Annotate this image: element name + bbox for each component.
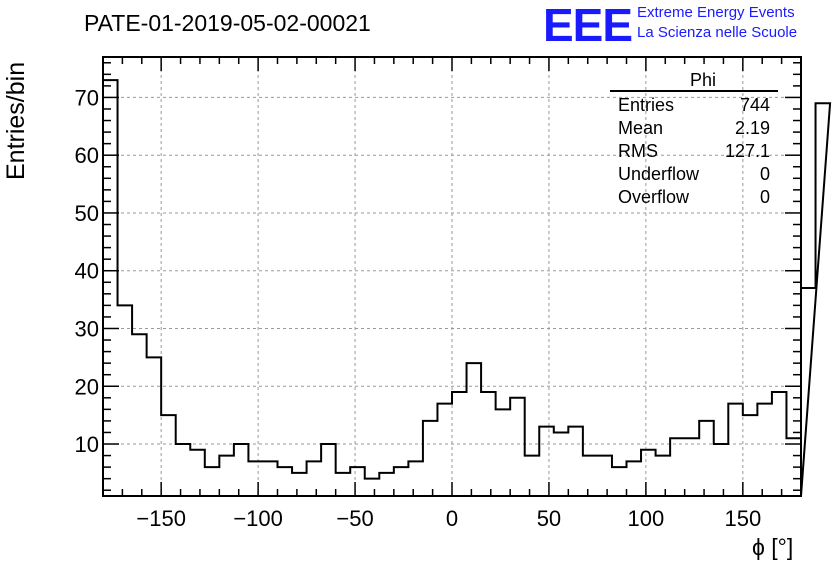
histogram-bin (234, 444, 249, 496)
histogram-bin (219, 456, 234, 496)
stats-label: Overflow (618, 187, 690, 207)
histogram-bin (379, 473, 394, 496)
histogram-bin (612, 467, 627, 496)
stats-row: Entries 744 (610, 94, 778, 117)
histogram-bin (278, 467, 293, 496)
y-tick-label: 30 (75, 316, 99, 341)
stats-value: 2.19 (734, 118, 770, 138)
histogram-bin (336, 473, 351, 496)
histogram-bin (699, 421, 714, 496)
histogram-bin (496, 409, 511, 496)
eee-logo: EEE (543, 0, 633, 51)
x-tick-label: −50 (336, 506, 373, 531)
y-tick-label: 50 (75, 201, 99, 226)
histogram-bin (583, 456, 598, 496)
histogram-bin (627, 461, 642, 496)
histogram-bin (103, 80, 118, 496)
x-axis-label: ϕ [°] (752, 534, 794, 560)
histogram-bin (568, 427, 583, 496)
histogram-bin (408, 461, 423, 496)
histogram-line (102, 79, 832, 497)
histogram-bin (350, 467, 365, 496)
stats-value: 127.1 (724, 141, 770, 161)
y-axis-label: Entries/bin (2, 61, 30, 180)
stats-title: Phi (689, 70, 716, 90)
y-tick-label: 20 (75, 374, 99, 399)
histogram-bin (437, 404, 452, 496)
stats-label: Mean (618, 118, 664, 138)
histogram-bin (132, 334, 147, 496)
stats-row: Overflow 0 (610, 186, 778, 209)
stats-value: 0 (759, 164, 770, 184)
stats-rows: Entries 744 Mean 2.19 RMS 127.1 Underflow 0 Over… (610, 94, 778, 209)
histogram-bin (525, 456, 540, 496)
y-tick-label: 70 (75, 85, 99, 110)
y-tick-label: 40 (75, 259, 99, 284)
x-tick-label: 100 (628, 506, 665, 531)
stats-value: 0 (759, 187, 770, 207)
histogram-bin (292, 473, 307, 496)
histogram-bin (743, 415, 758, 496)
histogram-bin (467, 363, 482, 496)
stats-label: Underflow (618, 164, 700, 184)
stats-row: Mean 2.19 (610, 117, 778, 140)
histogram-bin (176, 444, 191, 496)
histogram-bin (118, 305, 133, 496)
histogram-bin (656, 456, 671, 496)
stats-value: 744 (739, 95, 770, 115)
histogram-bin (190, 450, 205, 496)
histogram-bin (307, 461, 322, 496)
logo-caption-line2: La Scienza nelle Scuole (637, 24, 798, 41)
histogram-bin (728, 404, 743, 496)
histogram-bin (510, 398, 525, 496)
histogram-bin (161, 415, 176, 496)
x-tick-label: 0 (446, 506, 458, 531)
stats-box: Phi Entries 744 Mean 2.19 RMS 127.1 Underflow 0… (610, 70, 778, 209)
histogram-bin (685, 438, 700, 496)
histogram-bin (205, 467, 220, 496)
stats-row: Underflow 0 (610, 163, 778, 186)
histogram-bin (423, 421, 438, 496)
histogram-bin (597, 456, 612, 496)
y-tick-label: 10 (75, 432, 99, 457)
stats-divider (610, 90, 778, 92)
stats-label: RMS (618, 141, 658, 161)
histogram-bin (757, 404, 772, 496)
histogram-bin (554, 432, 569, 496)
stats-label: Entries (618, 95, 675, 115)
histogram-bin (321, 444, 336, 496)
histogram-bin (365, 479, 380, 496)
x-tick-label: −150 (136, 506, 186, 531)
x-tick-label: 150 (724, 506, 761, 531)
x-tick-label: 50 (537, 506, 561, 531)
histogram-bin (394, 467, 409, 496)
histogram-bin (772, 392, 787, 496)
logo-caption-line1: Extreme Energy Events (637, 4, 795, 21)
histogram-bin (714, 444, 729, 496)
histogram-bin (816, 103, 831, 496)
x-tick-label: −100 (233, 506, 283, 531)
histogram-bin (248, 461, 263, 496)
histogram-bin (539, 427, 554, 496)
histogram-bin (641, 450, 656, 496)
y-tick-label: 60 (75, 143, 99, 168)
chart-title: PATE-01-2019-05-02-00021 (84, 10, 371, 36)
histogram-bin (147, 357, 162, 496)
histogram-bin (263, 461, 278, 496)
stats-row: RMS 127.1 (610, 140, 778, 163)
histogram-bin (670, 438, 685, 496)
